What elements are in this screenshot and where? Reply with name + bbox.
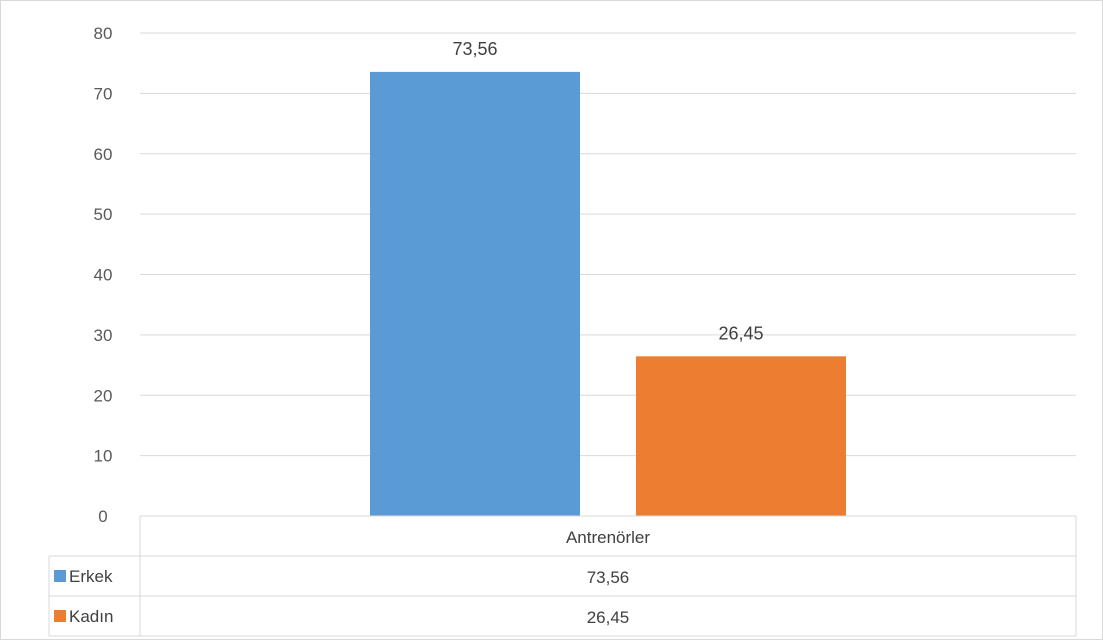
table-value: 26,45: [587, 608, 630, 627]
legend-label: Erkek: [69, 567, 113, 586]
y-tick-label: 10: [94, 447, 113, 466]
y-tick-label: 40: [94, 266, 113, 285]
y-tick-label: 70: [94, 84, 113, 103]
data-label: 26,45: [718, 323, 763, 343]
data-label: 73,56: [452, 39, 497, 59]
category-label: Antrenörler: [566, 528, 650, 547]
table-value: 73,56: [587, 568, 630, 587]
bar-kadın: [636, 356, 846, 516]
y-tick-label: 0: [98, 507, 107, 526]
legend-swatch-kadın: [54, 610, 66, 622]
y-tick-label: 60: [94, 145, 113, 164]
y-tick-label: 80: [94, 24, 113, 43]
y-tick-label: 50: [94, 205, 113, 224]
y-tick-label: 30: [94, 326, 113, 345]
legend-swatch-erkek: [54, 570, 66, 582]
y-tick-label: 20: [94, 386, 113, 405]
bar-erkek: [370, 71, 580, 516]
legend-label: Kadın: [69, 607, 113, 626]
